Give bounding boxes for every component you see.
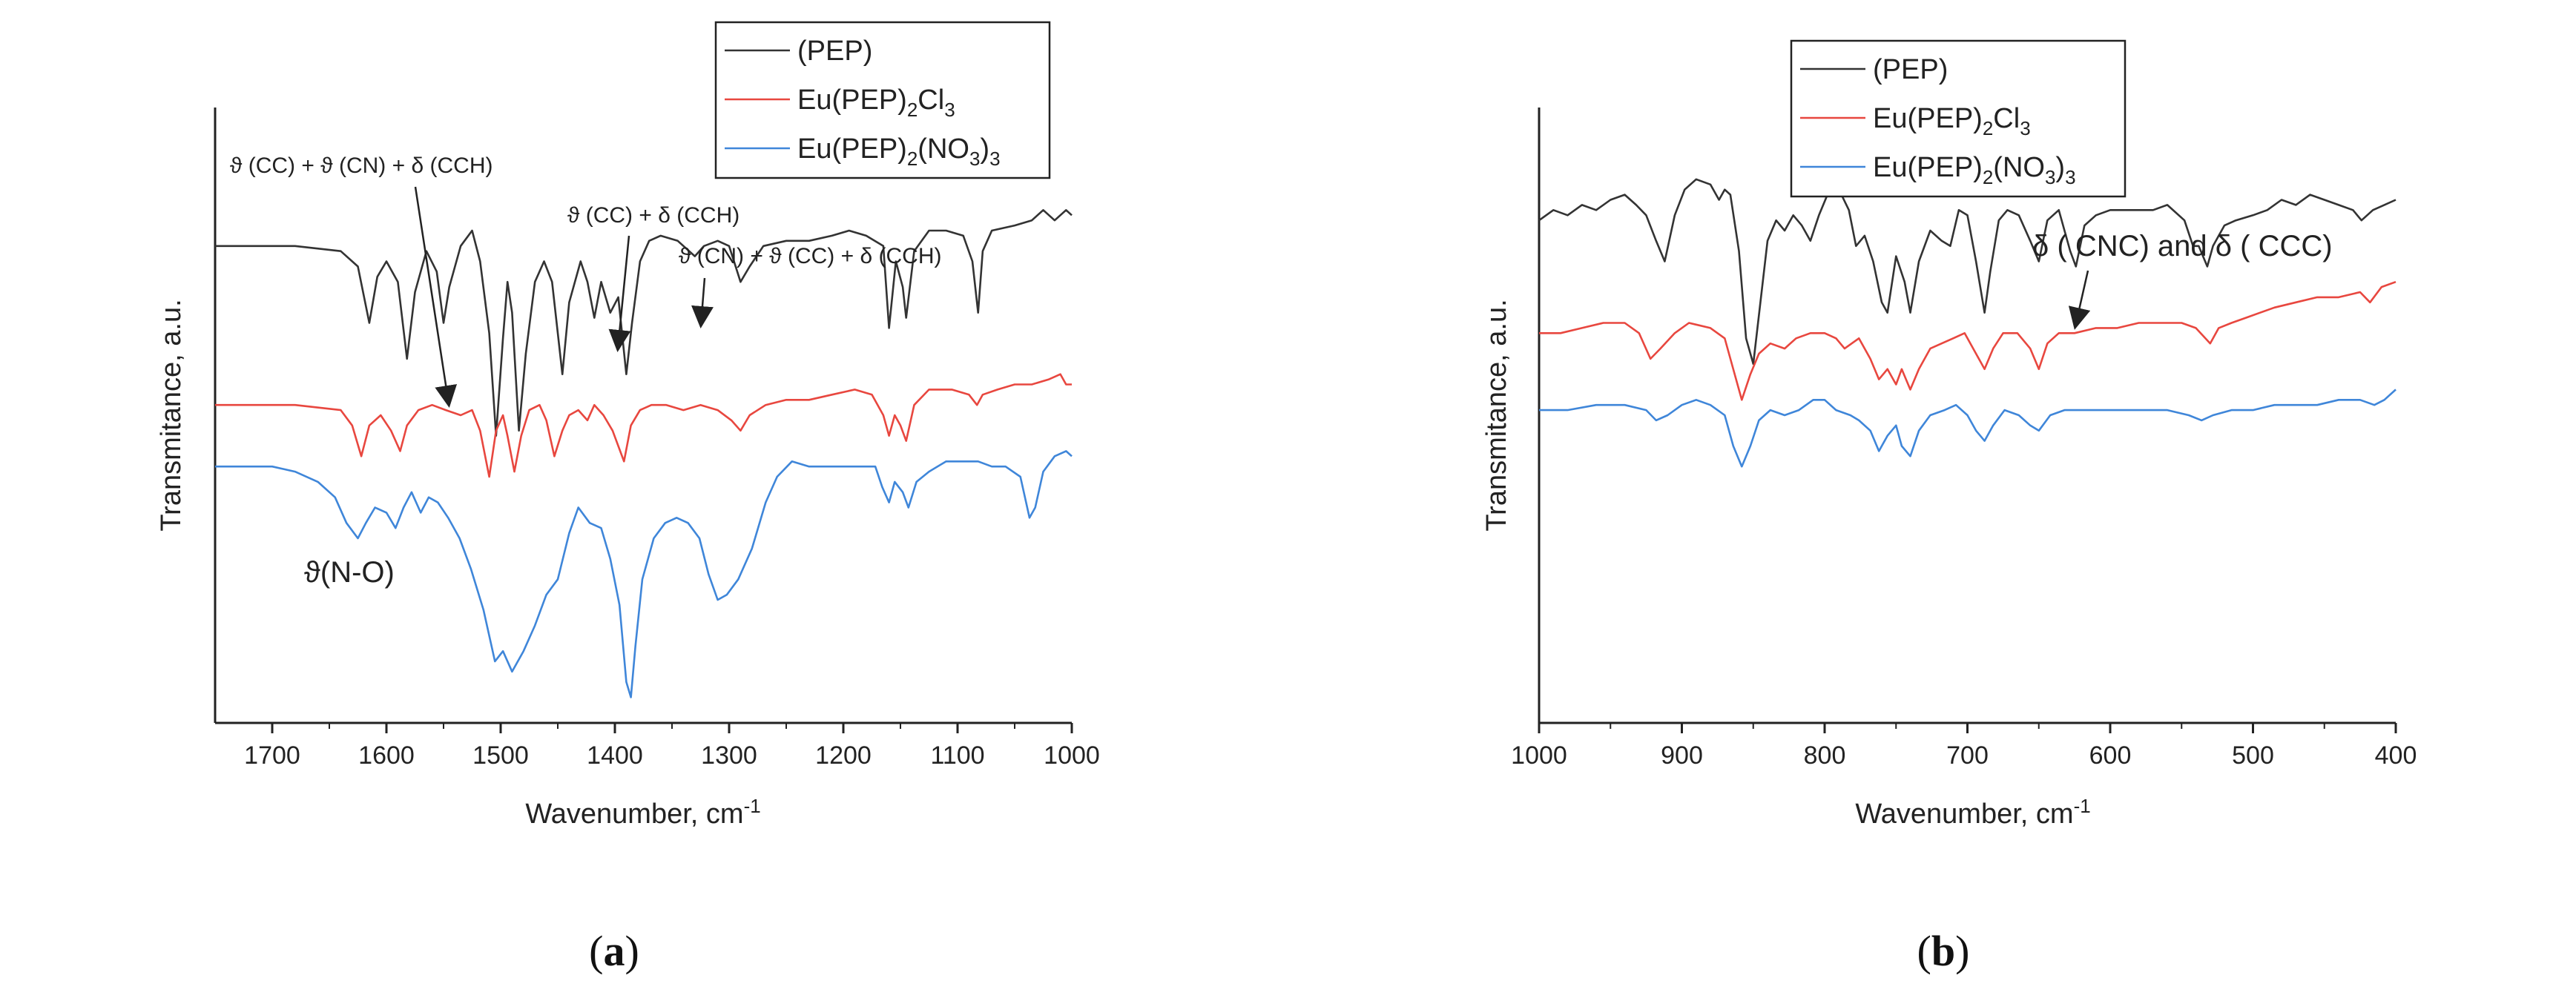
x-tick-label: 1200	[815, 741, 872, 770]
x-tick-label: 1600	[358, 741, 415, 770]
annotation-label: ϑ(N-O)	[304, 556, 395, 589]
panel-b-x-ticks: 1000 900 800 700 600 500 400	[1511, 723, 2417, 770]
series-line-3	[1539, 389, 2397, 468]
x-tick-label: 900	[1661, 741, 1703, 770]
panel-a-x-axis-label: Wavenumber, cm-1	[525, 795, 760, 830]
legend-entry-label: Eu(PEP)2Cl3	[1873, 103, 2031, 139]
series-line-3	[215, 450, 1073, 698]
annotation-label: ϑ (CC) + δ (CCH)	[567, 203, 739, 228]
x-tick-label: 500	[2232, 741, 2274, 770]
annotation-label: ϑ (CN) + ϑ (CC) + δ (CCH)	[679, 244, 942, 268]
annotation-arrow	[691, 277, 714, 328]
panel-a-annotations: ϑ (CC) + ϑ (CN) + δ (CCH) ϑ (CC) + δ (CCH…	[230, 153, 942, 589]
legend-box	[714, 21, 1051, 179]
panel-b-x-axis-label: Wavenumber, cm-1	[1855, 795, 2090, 830]
panel-b-caption-letter: b	[1931, 927, 1955, 975]
x-tick-label: 700	[1946, 741, 1989, 770]
panel-a-chart: 1700 1600 1500 1400 1300 1200 1100 1000 ϑ (CC) …	[156, 21, 1100, 975]
panel-b-caption: (b)	[1917, 927, 1970, 975]
panel-a-series	[215, 209, 1073, 698]
panel-b-series	[1538, 178, 2397, 468]
annotation-label: δ ( CNC) and δ ( CCC)	[2032, 230, 2333, 262]
panel-b-annotations: δ ( CNC) and δ ( CCC)	[2032, 230, 2333, 330]
panel-a-legend: (PEP) Eu(PEP)2Cl3 Eu(PEP)2(NO3)3	[714, 21, 1051, 179]
x-tick-label: 1400	[587, 741, 643, 770]
x-tick-label: 1700	[244, 741, 300, 770]
legend-entry-label: Eu(PEP)2Cl3	[797, 85, 955, 121]
annotation-arrow	[414, 186, 458, 408]
series-line-2	[215, 373, 1072, 478]
x-tick-label: 400	[2375, 741, 2417, 770]
panel-b-legend: (PEP) Eu(PEP)2Cl3 Eu(PEP)2(NO3)3	[1790, 39, 2127, 198]
x-tick-label: 1300	[701, 741, 757, 770]
legend-entry-label: Eu(PEP)2(NO3)3	[797, 133, 1001, 170]
x-tick-label: 1000	[1044, 741, 1100, 770]
x-tick-label: 800	[1804, 741, 1846, 770]
panel-a-caption-letter: a	[604, 927, 625, 975]
annotation-arrow	[608, 235, 631, 352]
series-line-1	[1538, 178, 2397, 366]
legend-entry-label: (PEP)	[797, 36, 872, 67]
x-tick-label: 600	[2089, 741, 2132, 770]
panel-b-chart: 1000 900 800 700 600 500 400 δ ( CNC) and δ ( …	[1481, 39, 2417, 975]
x-tick-label: 1100	[930, 741, 984, 770]
x-tick-label: 1500	[472, 741, 529, 770]
panel-a-x-ticks: 1700 1600 1500 1400 1300 1200 1100 1000	[244, 723, 1100, 770]
annotation-arrow	[2068, 270, 2091, 330]
x-tick-label: 1000	[1511, 741, 1567, 770]
panel-a-caption: (a)	[589, 927, 639, 975]
series-line-1	[215, 209, 1073, 437]
legend-entry-label: (PEP)	[1873, 54, 1948, 85]
legend-entry-label: Eu(PEP)2(NO3)3	[1873, 152, 2076, 188]
series-line-2	[1539, 280, 2397, 401]
panel-b-y-axis-label: Transmitance, a.u.	[1481, 299, 1512, 531]
panel-a-y-axis-label: Transmitance, a.u.	[156, 299, 187, 531]
annotation-label: ϑ (CC) + ϑ (CN) + δ (CCH)	[230, 153, 493, 178]
